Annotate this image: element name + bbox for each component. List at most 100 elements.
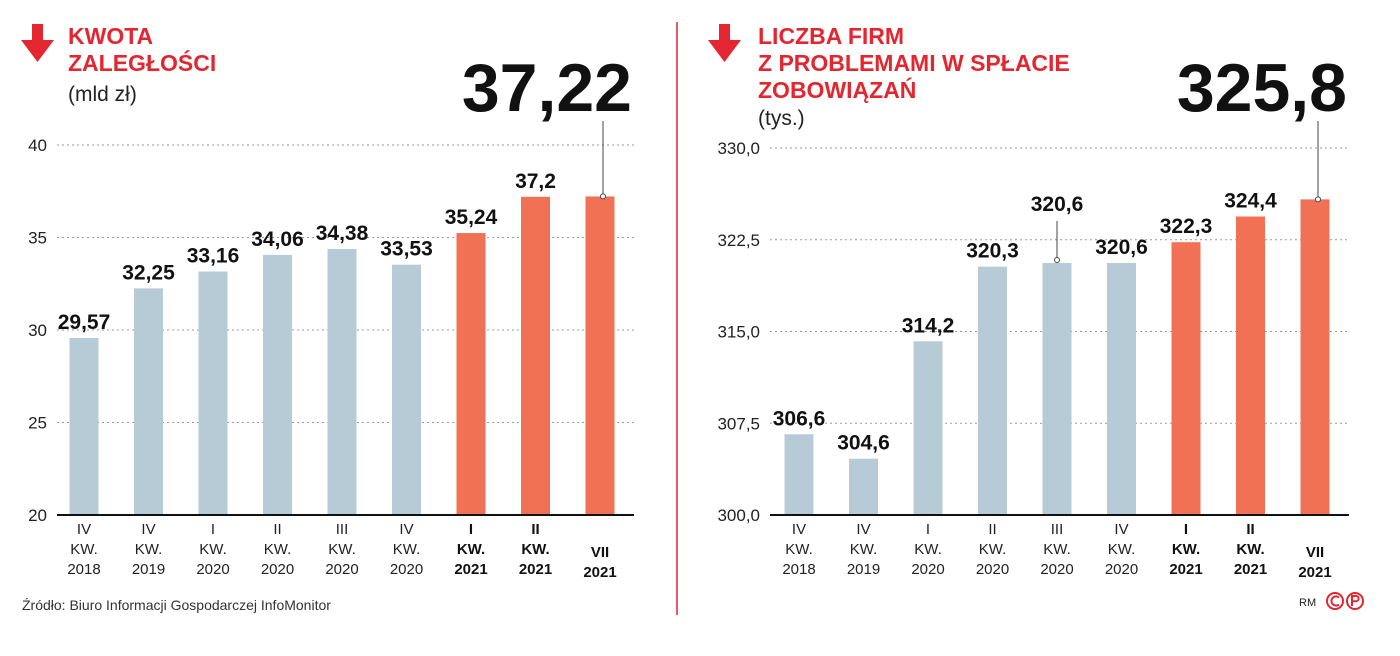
chart-title-line: Z PROBLEMAMI W SPŁACIE <box>758 50 1070 76</box>
x-tick-label: IV <box>399 521 413 538</box>
copyright-p-logo-icon <box>1326 592 1364 610</box>
bar <box>1236 216 1265 516</box>
data-label: 320,3 <box>966 240 1019 263</box>
x-tick-label: 2020 <box>325 561 358 578</box>
x-tick-label: 2019 <box>132 561 165 578</box>
data-label: 33,16 <box>187 245 240 268</box>
x-tick-label: KW. <box>1172 541 1200 558</box>
y-tick-label: 40 <box>28 136 47 155</box>
y-tick-label: 25 <box>28 414 47 433</box>
x-tick-label: I <box>469 521 473 538</box>
bar <box>69 337 99 515</box>
callout-dot <box>1315 196 1321 203</box>
x-tick-label: 2020 <box>196 561 229 578</box>
data-label: 33,53 <box>380 238 433 261</box>
x-tick-label: 2020 <box>1105 561 1138 578</box>
y-tick-label: 20 <box>28 506 47 525</box>
data-label: 306,6 <box>773 407 826 430</box>
chart-amount-overdue: KWOTA ZALEGŁOŚCI (mld zł) 37,22 20 25 30 35… <box>21 23 634 581</box>
x-tick-label: III <box>1051 521 1064 538</box>
chart-title-line: LICZBA FIRM <box>758 23 904 49</box>
x-tick-label: 2019 <box>847 561 880 578</box>
data-label: 35,24 <box>445 206 498 229</box>
bar <box>456 233 486 515</box>
x-tick-label: 2018 <box>782 561 815 578</box>
x-tick-label: 2020 <box>261 561 294 578</box>
bar <box>1300 199 1330 515</box>
data-label: 29,57 <box>58 311 111 334</box>
x-tick-label: KW. <box>1108 541 1136 558</box>
x-tick-label: I <box>211 521 215 538</box>
label-leader-dot <box>1054 256 1060 263</box>
x-tick-label: 2021 <box>583 564 616 581</box>
x-tick-label: 2020 <box>1040 561 1073 578</box>
x-tick-label: IV <box>141 521 155 538</box>
data-label: 320,6 <box>1031 193 1084 216</box>
bar <box>585 196 615 515</box>
x-tick-label: KW. <box>979 541 1007 558</box>
x-tick-label: IV <box>1114 521 1128 538</box>
data-label: 32,25 <box>122 261 175 284</box>
x-tick-label: KW. <box>914 541 942 558</box>
y-tick-label: 30 <box>28 321 47 340</box>
chart-title-line: ZALEGŁOŚCI <box>68 49 216 76</box>
x-tick-label: IV <box>792 521 806 538</box>
data-label: 322,3 <box>1160 215 1213 238</box>
x-tick-label: KW. <box>1236 541 1264 558</box>
plot-area: 20 25 30 35 40 29,57 32,25 33,16 34,06 34,38 33,53… <box>28 121 634 581</box>
data-label: 304,6 <box>837 432 890 455</box>
bar <box>521 196 550 516</box>
x-tick-label: KW. <box>70 541 98 558</box>
bar <box>198 271 228 515</box>
source-note: Źródło: Biuro Informacji Gospodarczej In… <box>22 597 331 613</box>
plot-area: 300,0 307,5 315,0 322,5 330,0 306,6 304,6 314,2… <box>717 121 1349 581</box>
x-tick-label: KW. <box>135 541 163 558</box>
x-tick-label: IV <box>856 521 870 538</box>
bar <box>784 434 814 515</box>
x-tick-label: KW. <box>850 541 878 558</box>
data-label: 37,2 <box>515 170 556 193</box>
x-tick-label: 2021 <box>519 561 552 578</box>
data-label: 320,6 <box>1095 236 1148 259</box>
x-tick-label: II <box>1246 521 1254 538</box>
x-tick-label: I <box>1184 521 1188 538</box>
x-tick-label: VII <box>591 544 609 561</box>
bar <box>1171 242 1201 516</box>
x-tick-label: I <box>926 521 930 538</box>
y-tick-label: 322,5 <box>717 231 760 250</box>
author-initials: RM <box>1299 597 1316 609</box>
x-tick-label: 2021 <box>1234 561 1267 578</box>
x-tick-label: 2021 <box>1298 564 1331 581</box>
x-tick-label: IV <box>77 521 91 538</box>
y-tick-label: 330,0 <box>717 139 760 158</box>
bar <box>913 341 943 515</box>
x-tick-label: KW. <box>199 541 227 558</box>
y-tick-label: 300,0 <box>717 506 760 525</box>
bar <box>263 254 292 515</box>
bar <box>392 264 421 515</box>
data-label: 34,06 <box>251 228 304 251</box>
x-tick-label: 2020 <box>911 561 944 578</box>
x-tick-label: KW. <box>264 541 292 558</box>
down-arrow-icon <box>21 24 54 62</box>
x-tick-label: 2020 <box>976 561 1009 578</box>
data-label: 314,2 <box>902 314 955 337</box>
bar <box>978 266 1007 515</box>
x-tick-label: III <box>336 521 349 538</box>
y-tick-label: 315,0 <box>717 323 760 342</box>
x-tick-label: KW. <box>521 541 549 558</box>
x-tick-label: KW. <box>328 541 356 558</box>
x-tick-label: KW. <box>1043 541 1071 558</box>
x-tick-label: KW. <box>785 541 813 558</box>
x-tick-label: VII <box>1306 544 1324 561</box>
data-label: 324,4 <box>1224 190 1277 213</box>
bar <box>327 248 357 515</box>
x-tick-label: 2021 <box>1169 561 1202 578</box>
chart-title-line: KWOTA <box>68 23 153 49</box>
x-tick-label: 2020 <box>390 561 423 578</box>
x-tick-label: II <box>273 521 281 538</box>
x-tick-label: II <box>531 521 539 538</box>
bar <box>134 288 163 515</box>
chart-companies-with-problems: LICZBA FIRM Z PROBLEMAMI W SPŁACIE ZOBOW… <box>708 23 1349 581</box>
